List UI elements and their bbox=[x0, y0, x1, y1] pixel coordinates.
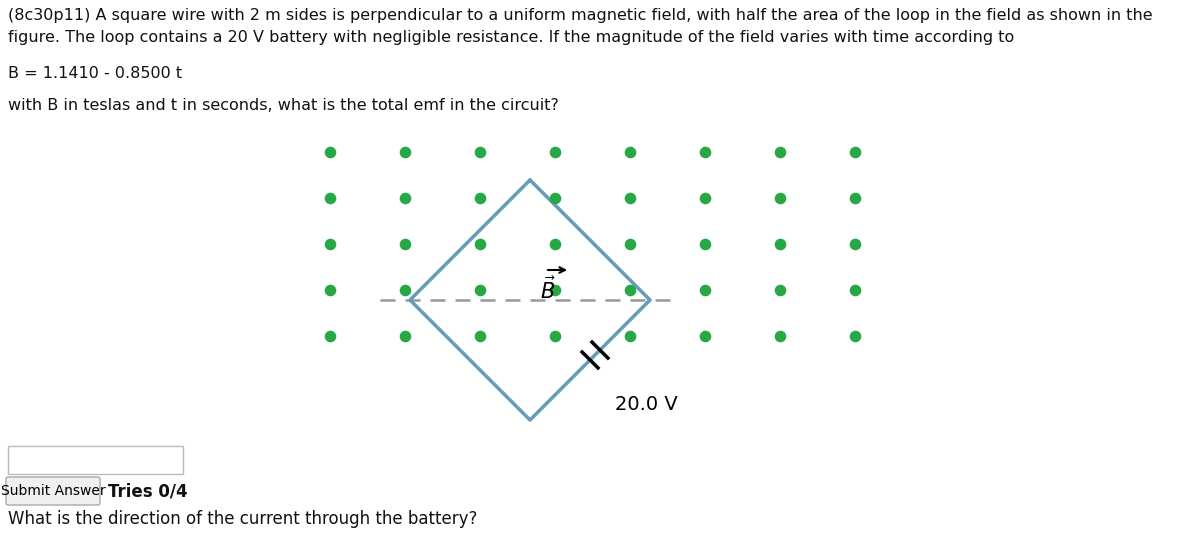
Point bbox=[696, 193, 715, 202]
Point bbox=[770, 193, 790, 202]
Point bbox=[470, 193, 490, 202]
Text: with B in teslas and t in seconds, what is the total emf in the circuit?: with B in teslas and t in seconds, what … bbox=[8, 98, 559, 113]
Bar bbox=[8, 446, 182, 474]
Point bbox=[845, 147, 864, 156]
Point bbox=[320, 331, 340, 340]
Text: B = 1.1410 - 0.8500 t: B = 1.1410 - 0.8500 t bbox=[8, 66, 182, 81]
Point bbox=[320, 286, 340, 295]
FancyBboxPatch shape bbox=[6, 477, 100, 505]
Point bbox=[770, 286, 790, 295]
Point bbox=[396, 286, 415, 295]
Point bbox=[396, 240, 415, 249]
Point bbox=[696, 286, 715, 295]
Point bbox=[545, 240, 565, 249]
Point bbox=[770, 147, 790, 156]
Point bbox=[696, 147, 715, 156]
Point bbox=[696, 331, 715, 340]
Point bbox=[545, 286, 565, 295]
Point bbox=[396, 331, 415, 340]
Point bbox=[620, 193, 640, 202]
Point bbox=[845, 240, 864, 249]
Point bbox=[545, 331, 565, 340]
Point bbox=[620, 240, 640, 249]
Point bbox=[845, 193, 864, 202]
Text: Tries 0/4: Tries 0/4 bbox=[108, 482, 187, 500]
Point bbox=[470, 331, 490, 340]
Text: 20.0 V: 20.0 V bbox=[616, 395, 678, 414]
Point bbox=[470, 286, 490, 295]
Point bbox=[770, 240, 790, 249]
Point bbox=[320, 240, 340, 249]
Text: figure. The loop contains a 20 V battery with negligible resistance. If the magn: figure. The loop contains a 20 V battery… bbox=[8, 30, 1014, 45]
Point bbox=[845, 286, 864, 295]
Point bbox=[396, 193, 415, 202]
Point bbox=[545, 193, 565, 202]
Point bbox=[845, 331, 864, 340]
Point bbox=[620, 331, 640, 340]
Point bbox=[696, 240, 715, 249]
Text: (8c30p11) A square wire with 2 m sides is perpendicular to a uniform magnetic fi: (8c30p11) A square wire with 2 m sides i… bbox=[8, 8, 1153, 23]
Text: Submit Answer: Submit Answer bbox=[1, 484, 106, 498]
Point bbox=[470, 147, 490, 156]
Point bbox=[320, 193, 340, 202]
Point bbox=[320, 147, 340, 156]
Point bbox=[620, 147, 640, 156]
Point bbox=[620, 286, 640, 295]
Point bbox=[396, 147, 415, 156]
Text: What is the direction of the current through the battery?: What is the direction of the current thr… bbox=[8, 510, 478, 528]
Point bbox=[545, 147, 565, 156]
Text: $\vec{B}$: $\vec{B}$ bbox=[540, 276, 556, 303]
Point bbox=[470, 240, 490, 249]
Point bbox=[770, 331, 790, 340]
